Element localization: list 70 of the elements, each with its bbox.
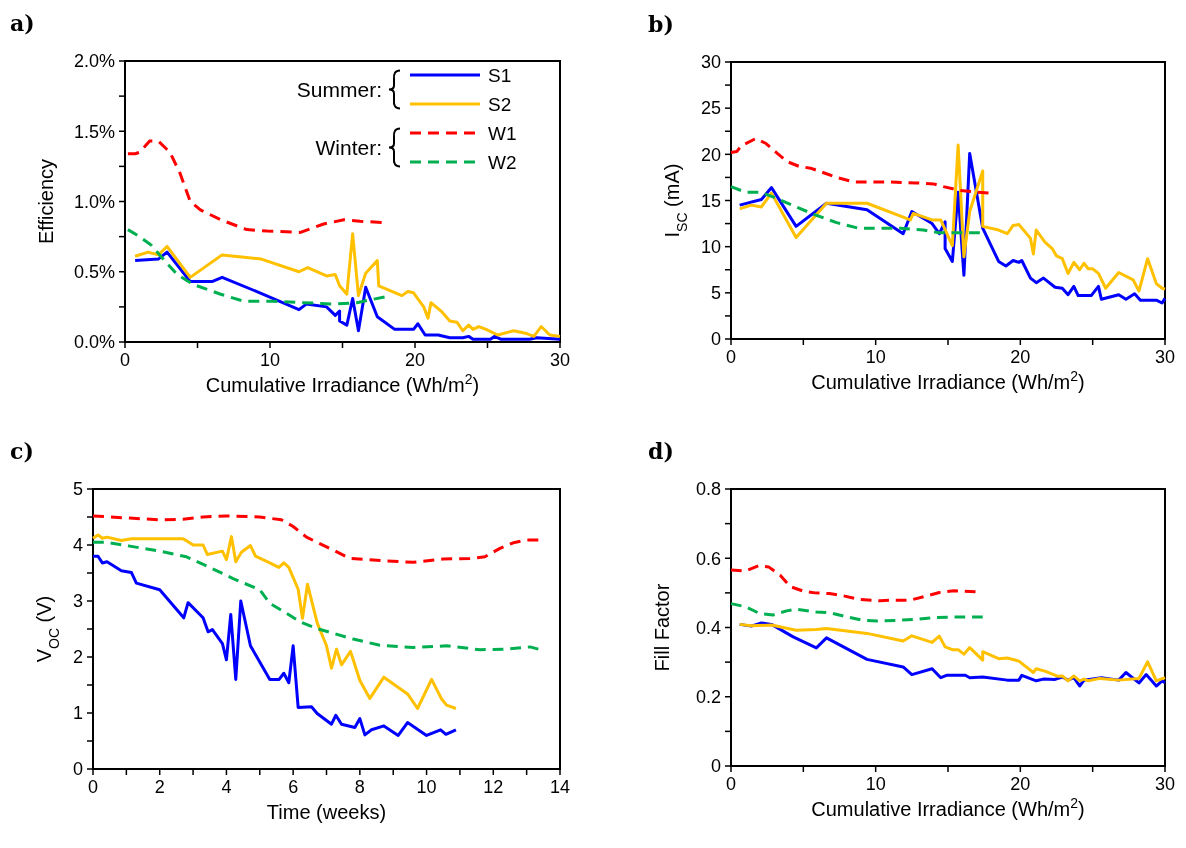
y-tick-label: 0.8 [695,479,721,500]
legend-label: W2 [488,151,517,173]
x-axis-title: Time (weeks) [266,801,387,823]
line-series [133,232,562,338]
y-tick-label: 10 [700,236,721,257]
x-tick-label: 0 [725,774,737,794]
x-tick-label: 10 [416,777,437,797]
y-tick-label: 30 [700,52,721,73]
y-tick-label: 5 [72,479,83,500]
y-tick-label: 0 [710,329,721,350]
legend-label: S1 [488,64,512,86]
line-series [729,137,991,195]
y-tick-label: 0.4 [695,617,721,638]
y-tick-label: 0 [710,756,721,777]
x-tick-label: 30 [549,350,571,370]
chart-title: d) [648,438,674,464]
y-tick-label: 1.0% [73,191,115,212]
line-series [91,514,540,564]
y-tick-label: 1.5% [73,121,115,142]
x-tick-label: 0 [725,347,737,367]
y-tick-label: 0.5% [73,262,115,283]
y-tick-label: 0.0% [73,332,115,353]
annotation: Winter: [315,135,382,159]
x-tick-label: 8 [354,777,365,797]
y-tick-label: 0.6 [695,548,721,569]
line-series [91,533,458,711]
x-tick-label: 12 [483,777,504,797]
x-tick-label: 14 [549,777,571,797]
chart-title: c) [10,438,34,464]
y-tick-label: 2 [72,647,83,668]
legend-label: S2 [488,93,512,115]
x-tick-label: 20 [404,350,426,370]
x-tick-label: 30 [1154,347,1176,367]
y-axis-title: Fill Factor [651,583,673,672]
line-series [91,554,458,737]
line-series [126,139,384,234]
y-tick-label: 3 [72,591,83,612]
y-tick-label: 20 [700,144,721,165]
y-tick-label: 0.2 [695,687,721,708]
annotation: Summer: [296,77,382,101]
x-tick-label: 10 [259,350,281,370]
line-series [133,250,562,341]
y-tick-label: 5 [710,283,721,304]
y-axis-title: Efficiency [35,158,57,245]
x-axis-title: Cumulative Irradiance (Wh/m$^{2}$) [811,368,1085,393]
x-tick-label: 10 [865,774,886,794]
line-series [729,564,977,603]
x-tick-label: 30 [1154,774,1176,794]
x-tick-label: 20 [1010,774,1031,794]
x-tick-label: 0 [119,350,131,370]
legend-label: W1 [488,122,517,144]
chart-title: b) [648,11,674,37]
line-series [126,228,387,306]
y-tick-label: 4 [72,535,83,556]
x-tick-label: 2 [154,777,165,797]
line-series [729,185,982,235]
x-tick-label: 4 [221,777,232,797]
y-tick-label: 0 [72,759,83,780]
x-tick-label: 10 [865,347,886,367]
line-series [91,540,540,652]
y-tick-label: 2.0% [73,51,115,72]
x-tick-label: 20 [1010,347,1031,367]
line-series [729,602,985,623]
x-tick-label: 6 [288,777,299,797]
x-axis-title: Cumulative Irradiance (Wh/m$^{2}$) [811,795,1085,820]
y-tick-label: 25 [700,98,721,119]
y-tick-label: 1 [72,703,83,724]
x-axis-title: Cumulative Irradiance (Wh/m$^{2}$) [205,371,480,396]
y-tick-label: 15 [700,190,721,211]
chart-title: a) [10,10,35,36]
